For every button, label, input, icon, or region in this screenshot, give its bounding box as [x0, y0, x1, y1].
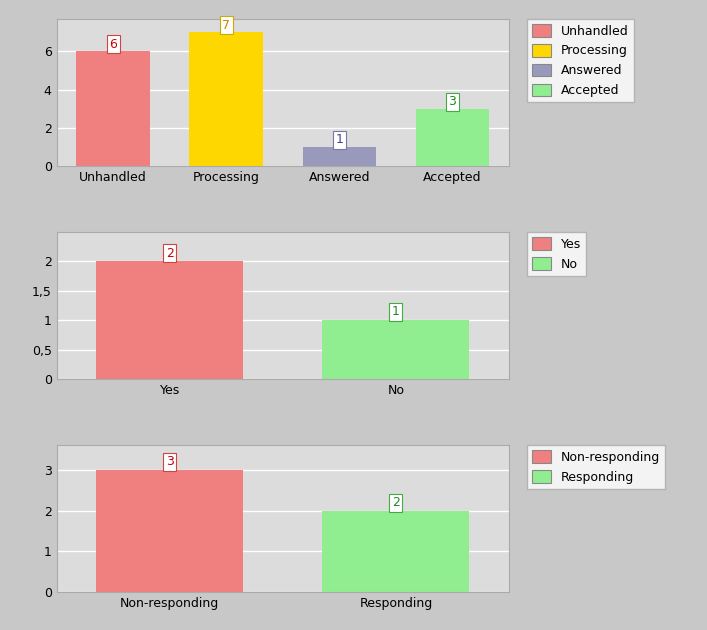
Bar — [76, 52, 150, 166]
Bar — [96, 261, 243, 379]
Text: 1: 1 — [335, 133, 344, 146]
Text: 3: 3 — [448, 95, 457, 108]
Text: 2: 2 — [392, 496, 400, 509]
Bar — [416, 108, 489, 166]
Legend: Unhandled, Processing, Answered, Accepted: Unhandled, Processing, Answered, Accepte… — [527, 19, 633, 102]
Legend: Non-responding, Responding: Non-responding, Responding — [527, 445, 665, 489]
Bar — [96, 470, 243, 592]
Text: 1: 1 — [392, 306, 400, 319]
Text: 3: 3 — [165, 455, 174, 469]
Bar — [322, 320, 469, 379]
Bar — [189, 32, 263, 166]
Text: 6: 6 — [109, 38, 117, 51]
Legend: Yes, No: Yes, No — [527, 232, 586, 275]
Bar — [322, 510, 469, 592]
Bar — [303, 147, 376, 166]
Text: 2: 2 — [165, 247, 174, 260]
Text: 7: 7 — [222, 19, 230, 32]
